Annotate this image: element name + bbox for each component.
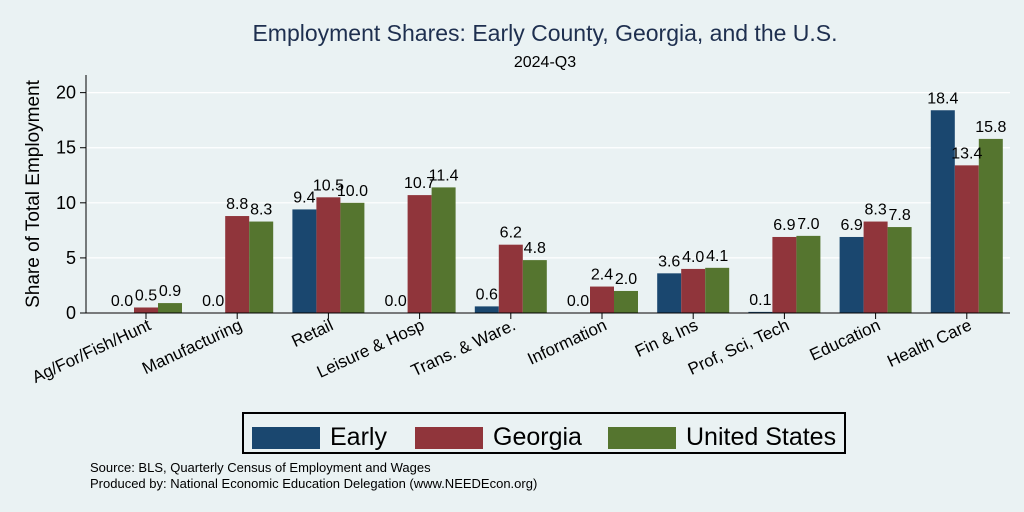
data-label: 8.3: [864, 202, 886, 219]
legend-swatch-georgia: [415, 426, 483, 449]
bar-early: [292, 209, 317, 313]
bar-early: [474, 306, 499, 313]
bar-early: [839, 236, 864, 313]
data-label: 0.6: [476, 286, 498, 303]
bar-united-states: [158, 303, 182, 313]
legend-item-early: Early: [252, 423, 387, 452]
data-label: 2.4: [591, 267, 613, 284]
bar-united-states: [614, 290, 638, 313]
x-tick-label: Information: [525, 315, 610, 368]
x-tick-label: Manufacturing: [139, 315, 245, 378]
y-tick-label: 0: [66, 303, 76, 323]
data-label: 0.0: [202, 293, 224, 310]
y-tick-label: 10: [56, 193, 76, 213]
bar-united-states: [705, 267, 730, 313]
bar-early: [930, 110, 955, 313]
bar-united-states: [978, 138, 1003, 313]
data-label: 10.7: [404, 175, 435, 192]
y-tick-label: 15: [56, 138, 76, 158]
y-tick-label: 20: [56, 83, 76, 103]
data-label: 6.2: [500, 225, 522, 242]
footer-source: Source: BLS, Quarterly Census of Employm…: [90, 460, 431, 475]
chart-subtitle: 2024-Q3: [514, 54, 576, 71]
data-label: 7.8: [888, 207, 910, 224]
x-tick-label: Trans. & Ware.: [408, 315, 518, 380]
data-label: 10.5: [313, 177, 344, 194]
data-label: 13.4: [951, 145, 982, 162]
bar-united-states: [887, 227, 912, 313]
bar-georgia: [407, 195, 432, 313]
bar-united-states: [522, 260, 547, 313]
data-label: 11.4: [429, 167, 459, 184]
bar-georgia: [134, 307, 158, 313]
y-tick-label: 5: [66, 248, 76, 268]
bar-georgia: [498, 244, 523, 313]
data-label: 10.0: [337, 183, 368, 200]
data-label: 18.4: [927, 90, 958, 107]
bar-georgia: [772, 236, 797, 313]
bar-georgia: [590, 286, 614, 313]
legend-swatch-united-states: [608, 426, 676, 449]
legend-item-georgia: Georgia: [415, 423, 582, 452]
data-label: 4.8: [524, 240, 546, 257]
data-label: 0.0: [384, 293, 406, 310]
data-label: 2.0: [615, 271, 637, 288]
data-label: 8.8: [226, 196, 248, 213]
footer-produced-by: Produced by: National Economic Education…: [90, 476, 538, 491]
bar-georgia: [681, 268, 706, 313]
bar-united-states: [340, 202, 365, 313]
legend-label-early: Early: [330, 423, 387, 451]
legend-label-georgia: Georgia: [493, 423, 582, 451]
bar-united-states: [796, 235, 821, 313]
bar-early: [748, 311, 773, 313]
x-tick-label: Education: [807, 315, 884, 364]
bar-georgia: [225, 216, 250, 313]
data-label: 7.0: [797, 216, 819, 233]
bar-united-states: [431, 187, 456, 313]
bar-georgia: [316, 197, 341, 313]
data-label: 4.0: [682, 249, 704, 266]
data-label: 0.0: [111, 293, 133, 310]
x-tick-label: Ag/For/Fish/Hunt: [29, 315, 154, 387]
legend-item-united-states: United States: [608, 423, 836, 452]
data-label: 4.1: [706, 248, 728, 265]
chart-title: Employment Shares: Early County, Georgia…: [252, 20, 837, 46]
y-axis-label: Share of Total Employment: [23, 79, 44, 307]
data-label: 0.1: [749, 292, 771, 309]
bar-early: [657, 273, 682, 313]
data-label: 9.4: [293, 189, 315, 206]
data-label: 8.3: [250, 202, 272, 219]
data-label: 6.9: [840, 217, 862, 234]
data-label: 0.0: [567, 293, 589, 310]
x-tick-label: Prof, Sci, Tech: [685, 315, 792, 378]
bar-georgia: [863, 221, 888, 313]
legend: Early Georgia United States: [242, 412, 846, 454]
x-tick-label: Health Care: [884, 315, 974, 371]
x-tick-label: Fin & Ins: [632, 315, 701, 361]
legend-swatch-early: [252, 426, 320, 449]
data-label: 0.9: [159, 283, 181, 300]
bar-united-states: [249, 221, 274, 313]
legend-label-united-states: United States: [686, 423, 837, 451]
data-label: 6.9: [773, 217, 795, 234]
data-label: 15.8: [975, 119, 1006, 136]
bar-georgia: [954, 165, 979, 313]
data-label: 0.5: [135, 287, 157, 304]
data-label: 3.6: [658, 253, 680, 270]
x-tick-label: Retail: [289, 315, 336, 351]
